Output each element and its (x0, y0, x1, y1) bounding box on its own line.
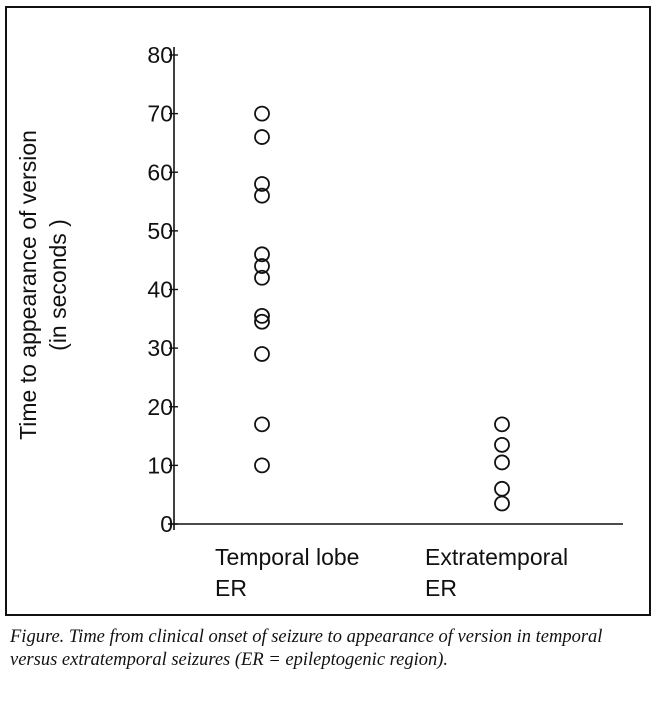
data-point (254, 307, 270, 324)
data-point (494, 480, 510, 497)
data-point (494, 436, 510, 453)
y-tick-label: 60 (147, 159, 173, 185)
x-category-label: ER (425, 575, 457, 601)
y-tick-label: 50 (147, 218, 173, 244)
data-point (254, 246, 270, 263)
figure-caption: Figure. Time from clinical onset of seiz… (10, 627, 603, 670)
data-point (254, 269, 270, 286)
data-point (494, 495, 510, 512)
x-category-label: ER (215, 575, 247, 601)
scatter-chart: 0 10 20 30 40 50 60 70 80 Time to appearance of … (15, 42, 623, 601)
x-category-label: Temporal lobe (215, 544, 359, 570)
data-point (254, 129, 270, 145)
y-tick-label: 40 (147, 277, 173, 303)
y-axis-label-line: Time to appearance of version (15, 130, 41, 440)
data-point (254, 258, 270, 274)
y-tick-label: 70 (147, 101, 173, 127)
data-point (254, 457, 270, 474)
y-axis-label-line: (in seconds ) (45, 219, 71, 351)
figure-frame (5, 6, 651, 616)
data-points (254, 105, 510, 512)
y-tick-label: 30 (147, 335, 173, 361)
data-point (254, 416, 270, 433)
data-point (254, 313, 270, 330)
data-point (254, 346, 270, 362)
data-point (254, 176, 270, 192)
y-tick-label: 20 (147, 394, 173, 420)
y-tick-label: 10 (147, 452, 173, 478)
y-axis-ticks: 0 10 20 30 40 50 60 70 80 (147, 42, 178, 537)
y-tick-label: 80 (147, 42, 173, 68)
y-axis-label: Time to appearance of version (in seconds… (15, 130, 71, 440)
axes (168, 47, 623, 530)
data-point (254, 187, 270, 204)
y-tick-label: 0 (160, 511, 173, 537)
data-point (494, 416, 510, 433)
data-point (494, 454, 510, 471)
x-category-label: Extratemporal (425, 544, 568, 570)
x-category-labels: Temporal lobe ER Extratemporal ER (215, 544, 568, 601)
data-point (254, 105, 270, 122)
